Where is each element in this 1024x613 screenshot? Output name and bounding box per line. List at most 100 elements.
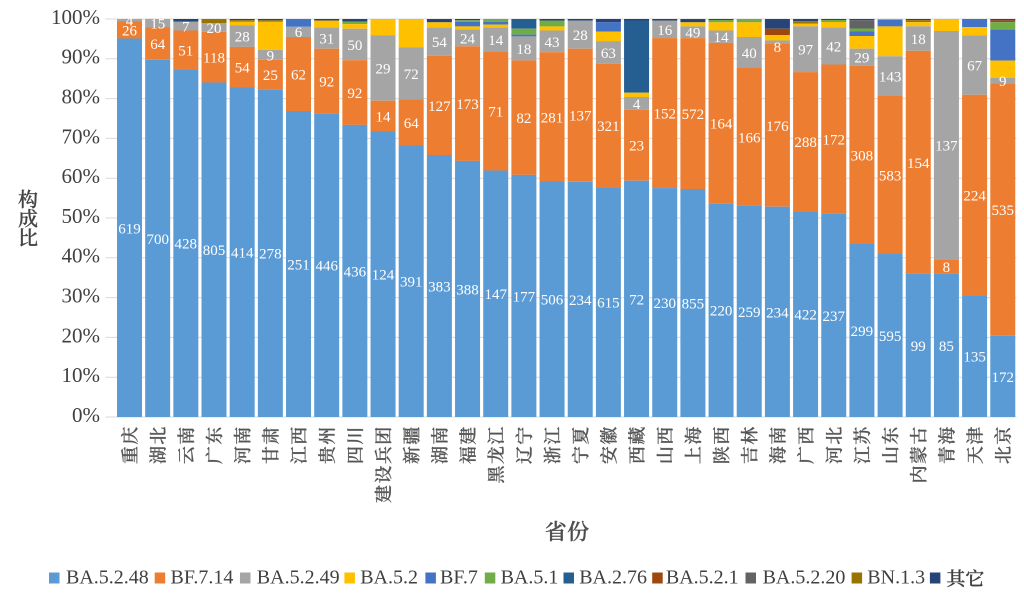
svg-text:288: 288 — [794, 135, 817, 151]
svg-text:8: 8 — [943, 260, 951, 276]
svg-text:16: 16 — [657, 23, 673, 39]
svg-text:299: 299 — [851, 324, 874, 340]
svg-text:172: 172 — [992, 370, 1015, 386]
svg-text:85: 85 — [939, 339, 954, 355]
svg-text:6: 6 — [295, 25, 303, 41]
svg-text:BN.1.3: BN.1.3 — [867, 567, 925, 589]
svg-text:9: 9 — [267, 48, 275, 64]
svg-text:8: 8 — [774, 40, 782, 56]
svg-text:436: 436 — [344, 264, 367, 280]
svg-text:137: 137 — [569, 109, 592, 125]
svg-text:43: 43 — [545, 35, 560, 51]
svg-text:251: 251 — [287, 258, 310, 274]
svg-text:137: 137 — [935, 139, 958, 155]
svg-text:428: 428 — [175, 237, 198, 253]
svg-text:700: 700 — [146, 232, 169, 248]
svg-text:234: 234 — [766, 305, 789, 321]
svg-text:135: 135 — [963, 350, 986, 366]
svg-text:7: 7 — [182, 20, 190, 36]
svg-text:176: 176 — [766, 119, 789, 135]
svg-text:18: 18 — [516, 42, 531, 58]
svg-text:67: 67 — [967, 59, 983, 75]
svg-text:70%: 70% — [62, 124, 101, 148]
svg-text:63: 63 — [601, 46, 616, 62]
svg-text:10%: 10% — [62, 363, 101, 387]
svg-text:391: 391 — [400, 275, 423, 291]
svg-text:BA.5.2.48: BA.5.2.48 — [66, 567, 149, 589]
svg-text:154: 154 — [907, 156, 930, 172]
svg-text:18: 18 — [911, 32, 926, 48]
svg-text:24: 24 — [460, 31, 476, 47]
svg-text:166: 166 — [738, 130, 761, 146]
svg-text:23: 23 — [629, 139, 644, 155]
svg-text:278: 278 — [259, 247, 282, 263]
svg-text:14: 14 — [714, 30, 730, 46]
svg-text:54: 54 — [235, 61, 251, 77]
svg-text:4: 4 — [126, 14, 134, 30]
svg-text:BA.5.2.49: BA.5.2.49 — [257, 567, 340, 589]
svg-text:152: 152 — [653, 107, 676, 123]
svg-text:54: 54 — [432, 35, 448, 51]
svg-text:99: 99 — [911, 339, 926, 355]
svg-text:92: 92 — [347, 86, 362, 102]
svg-text:572: 572 — [682, 107, 705, 123]
svg-text:64: 64 — [150, 37, 166, 53]
svg-text:422: 422 — [794, 308, 817, 324]
svg-text:BF.7: BF.7 — [440, 567, 478, 589]
svg-text:64: 64 — [404, 116, 420, 132]
svg-text:15: 15 — [150, 17, 165, 33]
svg-text:31: 31 — [319, 32, 334, 48]
svg-text:82: 82 — [516, 111, 531, 127]
svg-text:51: 51 — [178, 43, 193, 59]
svg-text:49: 49 — [685, 26, 700, 42]
svg-text:388: 388 — [456, 282, 479, 298]
svg-text:BA.5.1: BA.5.1 — [501, 567, 559, 589]
svg-text:118: 118 — [203, 51, 225, 67]
svg-text:177: 177 — [513, 289, 536, 305]
svg-text:805: 805 — [203, 243, 226, 259]
svg-text:28: 28 — [573, 28, 588, 44]
svg-text:97: 97 — [798, 43, 814, 59]
svg-text:29: 29 — [376, 61, 391, 77]
svg-text:20%: 20% — [62, 323, 101, 347]
svg-text:321: 321 — [597, 119, 620, 135]
svg-text:237: 237 — [823, 309, 846, 325]
svg-text:172: 172 — [823, 133, 846, 149]
svg-text:BA.5.2.20: BA.5.2.20 — [763, 567, 846, 589]
svg-text:60%: 60% — [62, 164, 101, 188]
svg-text:40: 40 — [742, 46, 757, 62]
svg-text:20: 20 — [207, 21, 222, 37]
svg-text:308: 308 — [851, 148, 874, 164]
svg-text:100%: 100% — [51, 5, 100, 29]
svg-text:147: 147 — [484, 287, 507, 303]
svg-text:BF.7.14: BF.7.14 — [171, 567, 234, 589]
svg-text:595: 595 — [879, 329, 902, 345]
svg-text:127: 127 — [428, 99, 451, 115]
svg-text:BA.5.2: BA.5.2 — [360, 567, 418, 589]
svg-text:164: 164 — [710, 117, 733, 133]
svg-text:42: 42 — [826, 40, 841, 56]
svg-text:414: 414 — [231, 246, 254, 262]
svg-text:615: 615 — [597, 296, 620, 312]
svg-text:90%: 90% — [62, 45, 101, 69]
svg-text:224: 224 — [963, 188, 986, 204]
svg-text:14: 14 — [376, 110, 392, 126]
svg-text:583: 583 — [879, 169, 902, 185]
svg-text:506: 506 — [541, 293, 564, 309]
svg-text:535: 535 — [992, 203, 1015, 219]
svg-text:40%: 40% — [62, 244, 101, 268]
svg-text:230: 230 — [653, 296, 676, 312]
svg-text:234: 234 — [569, 293, 592, 309]
svg-text:26: 26 — [122, 24, 138, 40]
svg-text:50: 50 — [347, 38, 362, 54]
svg-text:124: 124 — [372, 268, 395, 284]
svg-text:281: 281 — [541, 110, 564, 126]
svg-text:72: 72 — [629, 292, 644, 308]
svg-text:14: 14 — [488, 33, 504, 49]
svg-text:0%: 0% — [72, 403, 100, 427]
svg-text:619: 619 — [118, 221, 141, 237]
svg-text:BA.5.2.1: BA.5.2.1 — [666, 567, 739, 589]
svg-text:50%: 50% — [62, 204, 101, 228]
svg-text:173: 173 — [456, 97, 479, 113]
svg-text:383: 383 — [428, 280, 451, 296]
